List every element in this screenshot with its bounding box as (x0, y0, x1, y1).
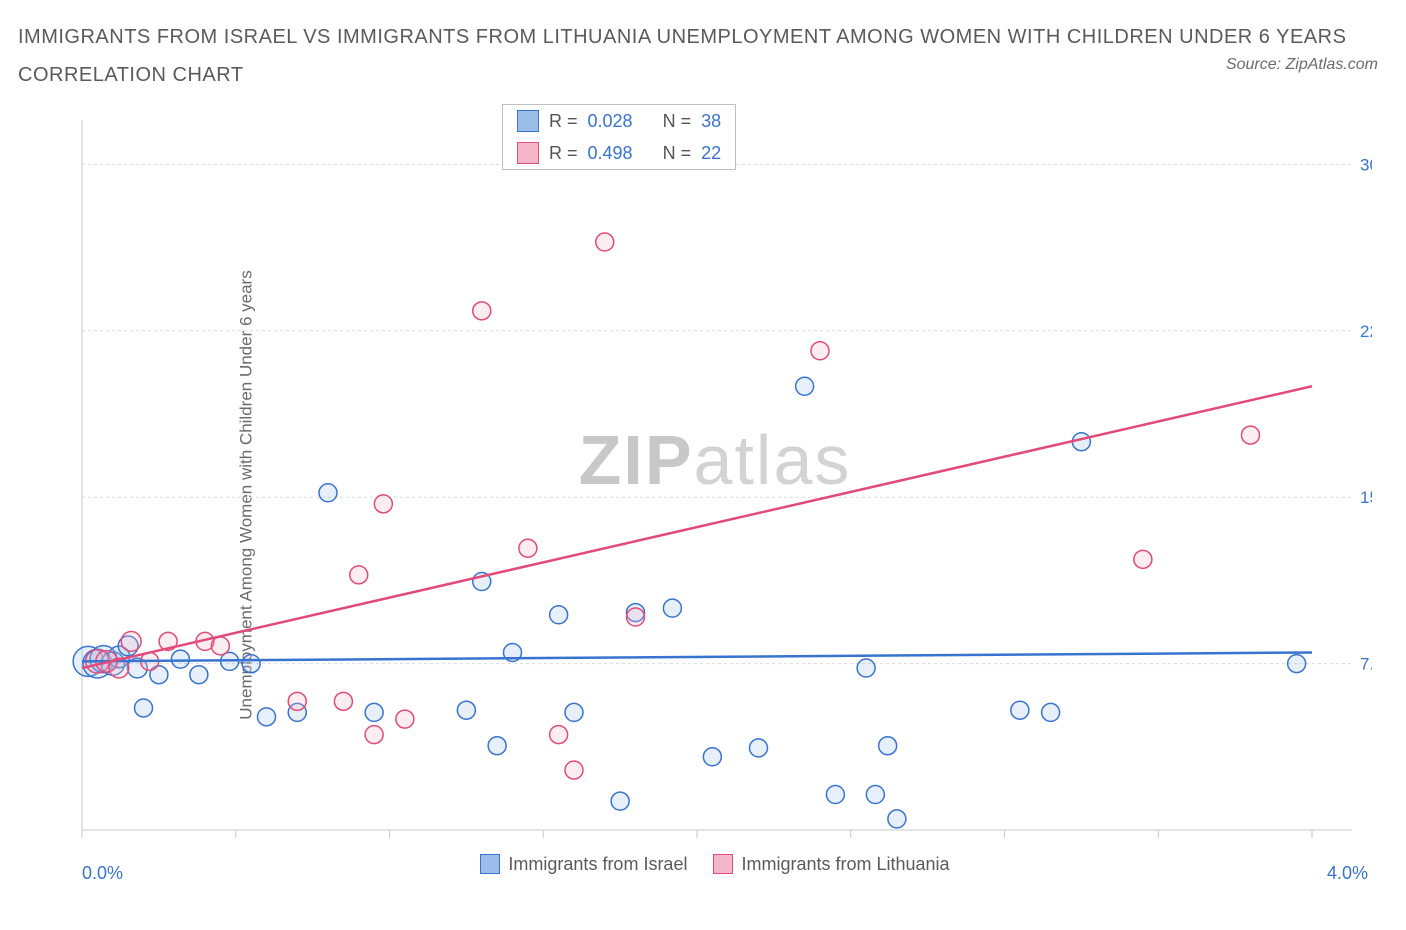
data-point (350, 566, 368, 584)
source-prefix: Source: (1226, 56, 1286, 73)
data-point (663, 599, 681, 617)
data-point (121, 632, 141, 652)
data-point (334, 692, 352, 710)
series-legend: Immigrants from Israel Immigrants from Li… (50, 846, 1380, 882)
data-point (488, 737, 506, 755)
data-point (550, 606, 568, 624)
data-point (365, 703, 383, 721)
chart-title: IMMIGRANTS FROM ISRAEL VS IMMIGRANTS FRO… (18, 18, 1346, 94)
legend-swatch (517, 142, 539, 164)
stats-row: R = 0.498 N = 22 (503, 137, 735, 169)
data-point (1011, 701, 1029, 719)
svg-text:7.5%: 7.5% (1360, 655, 1372, 674)
source-attribution: Source: ZipAtlas.com (1226, 56, 1378, 74)
data-point (319, 484, 337, 502)
svg-text:30.0%: 30.0% (1360, 155, 1372, 174)
data-point (611, 792, 629, 810)
legend-swatch (517, 110, 539, 132)
data-point (365, 726, 383, 744)
stat-n-value: 22 (701, 143, 721, 164)
data-point (396, 710, 414, 728)
data-point (627, 608, 645, 626)
data-point (1242, 426, 1260, 444)
legend-swatch (713, 854, 733, 874)
data-point (703, 748, 721, 766)
trend-line (82, 386, 1312, 668)
source-name: ZipAtlas.com (1286, 56, 1378, 73)
data-point (1042, 703, 1060, 721)
stat-r-label: R = (549, 111, 578, 132)
data-point (550, 726, 568, 744)
stat-r-value: 0.028 (588, 111, 633, 132)
data-point (288, 692, 306, 710)
data-point (811, 342, 829, 360)
chart-container: Unemployment Among Women with Children U… (50, 110, 1380, 880)
data-point (857, 659, 875, 677)
data-point (866, 786, 884, 804)
stats-legend-box: R = 0.028 N = 38 R = 0.498 N = 22 (502, 104, 736, 170)
data-point (135, 699, 153, 717)
data-point (473, 302, 491, 320)
data-point (211, 637, 229, 655)
data-point (190, 666, 208, 684)
scatter-plot: 7.5% 15.0% 22.5% 30.0% (72, 110, 1372, 880)
stat-r-label: R = (549, 143, 578, 164)
data-point (242, 655, 260, 673)
data-point (1288, 655, 1306, 673)
data-point (565, 761, 583, 779)
data-point (171, 650, 189, 668)
data-point (750, 739, 768, 757)
data-point (258, 708, 276, 726)
data-point (879, 737, 897, 755)
stat-r-value: 0.498 (588, 143, 633, 164)
data-point (1134, 550, 1152, 568)
title-line-1: IMMIGRANTS FROM ISRAEL VS IMMIGRANTS FRO… (18, 18, 1346, 56)
legend-label: Immigrants from Israel (508, 854, 687, 874)
data-point (888, 810, 906, 828)
stat-n-label: N = (663, 111, 692, 132)
legend-label: Immigrants from Lithuania (741, 854, 949, 874)
legend-item: Immigrants from Israel (480, 854, 687, 875)
data-point (565, 703, 583, 721)
data-point (796, 377, 814, 395)
trend-line (82, 653, 1312, 662)
legend-item: Immigrants from Lithuania (713, 854, 949, 875)
data-point (457, 701, 475, 719)
svg-text:15.0%: 15.0% (1360, 488, 1372, 507)
stat-n-value: 38 (701, 111, 721, 132)
data-point (596, 233, 614, 251)
legend-swatch (480, 854, 500, 874)
data-point (519, 539, 537, 557)
stat-n-label: N = (663, 143, 692, 164)
svg-text:22.5%: 22.5% (1360, 322, 1372, 341)
data-point (374, 495, 392, 513)
data-point (826, 786, 844, 804)
stats-row: R = 0.028 N = 38 (503, 105, 735, 137)
title-line-2: CORRELATION CHART (18, 56, 1346, 94)
